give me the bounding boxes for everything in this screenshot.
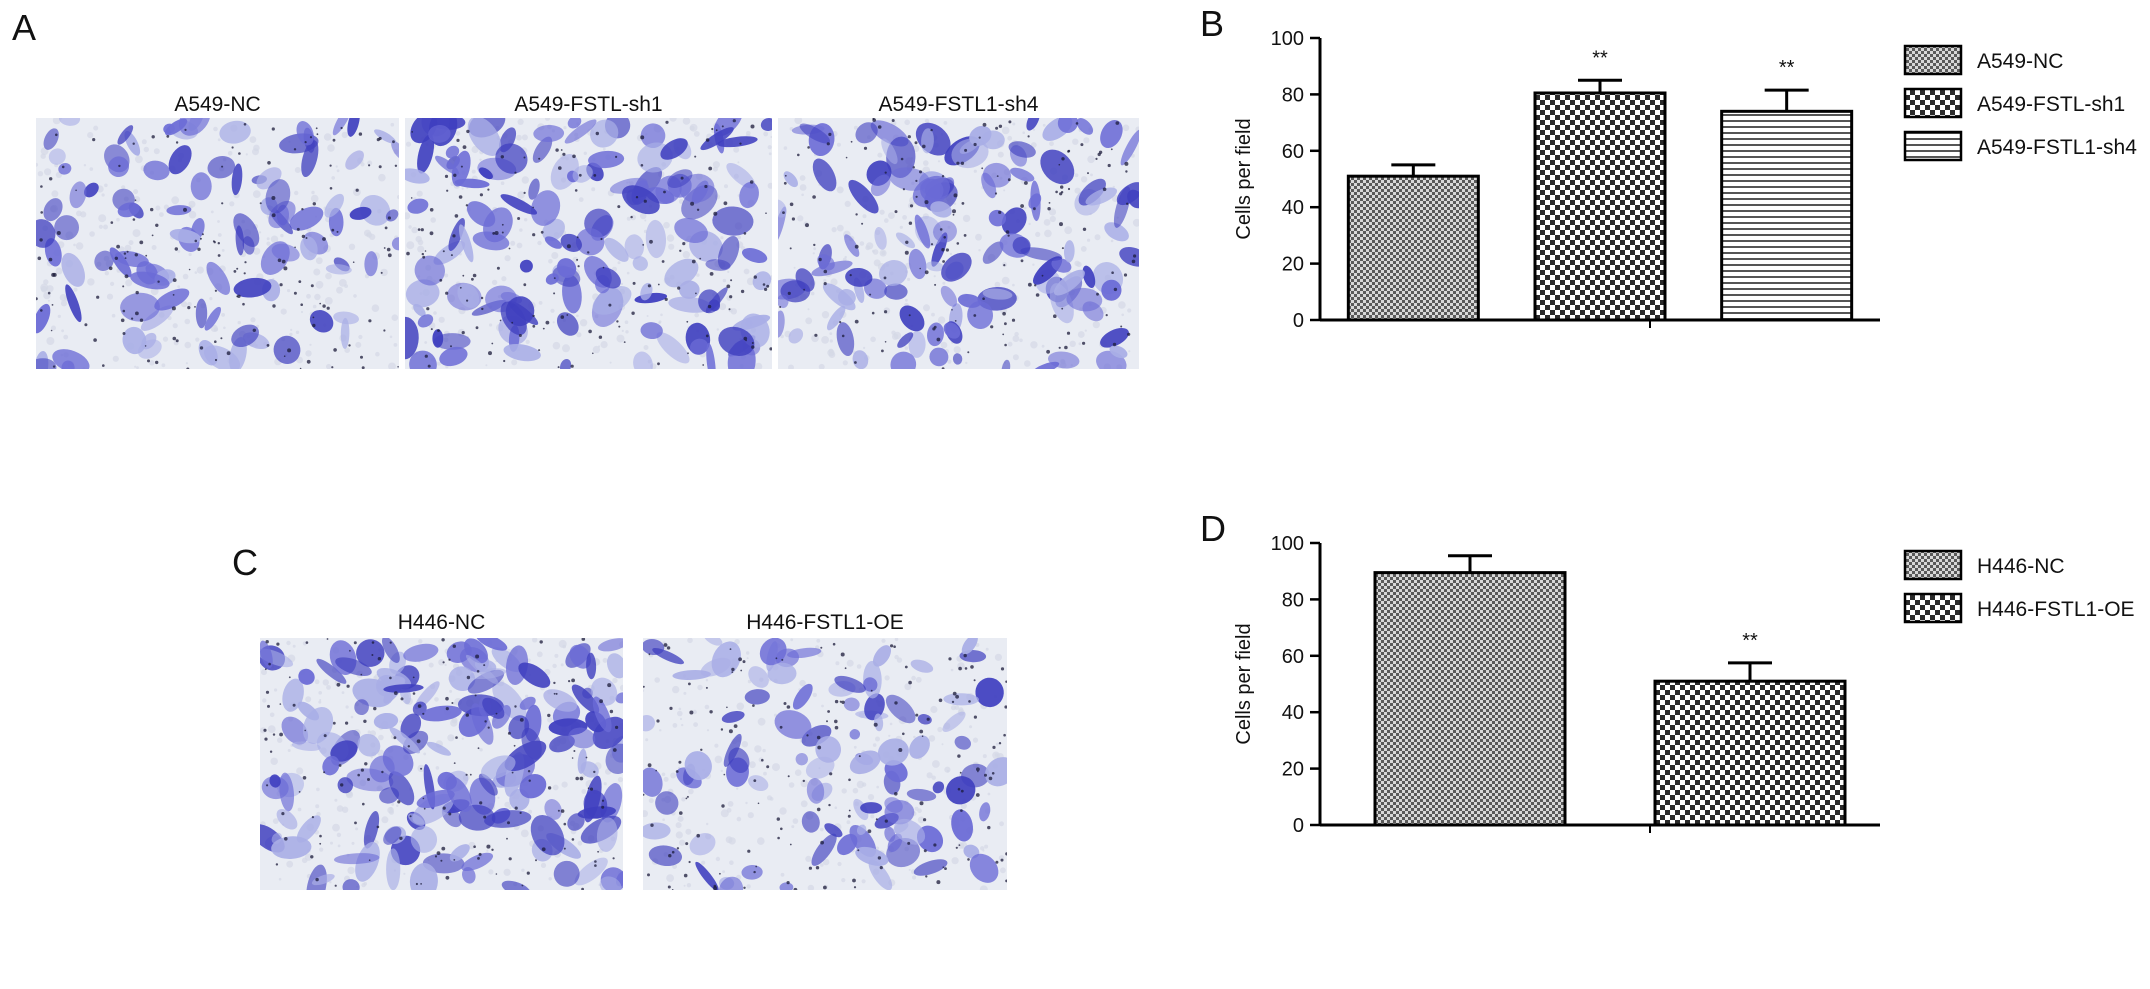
y-tick-label: 20 — [1282, 759, 1304, 781]
bar-a549-fstl-sh1 — [1533, 91, 1667, 322]
y-tick-label: 60 — [1282, 646, 1304, 668]
y-tick-label: 0 — [1293, 310, 1304, 332]
panel-label-d: D — [1200, 508, 1226, 549]
bar-a549-fstl1-sh4 — [1720, 109, 1854, 322]
y-tick-label: 100 — [1271, 533, 1304, 555]
y-axis-label: Cells per field — [1233, 623, 1255, 744]
legend-label: H446-NC — [1977, 555, 2065, 578]
micrograph-caption-a549-fstl-sh1: A549-FSTL-sh1 — [514, 93, 663, 116]
y-tick-label: 80 — [1282, 84, 1304, 106]
significance-label: ** — [1742, 630, 1758, 652]
micrograph-caption-a549-nc: A549-NC — [174, 93, 261, 116]
micrograph-a549-nc — [36, 118, 399, 369]
bar-h446-fstl1-oe — [1653, 679, 1847, 827]
legend-label: A549-FSTL1-sh4 — [1977, 136, 2137, 159]
y-tick-label: 100 — [1271, 28, 1304, 50]
micrograph-h446-fstl1-oe — [643, 638, 1007, 890]
bar-chart-b: B 0 20 40 60 80 100 Cells per field ** ** A549-NC A… — [1200, 3, 2137, 332]
y-axis-label: Cells per field — [1233, 118, 1255, 239]
significance-label: ** — [1779, 57, 1795, 79]
micrograph-caption-h446-nc: H446-NC — [397, 611, 486, 634]
legend-swatch — [1903, 130, 1963, 162]
panel-label-b: B — [1200, 3, 1224, 44]
legend-label: H446-FSTL1-OE — [1977, 598, 2135, 621]
bar-a549-nc — [1346, 174, 1480, 322]
legend-swatch — [1903, 549, 1963, 581]
bar-h446-nc — [1373, 571, 1567, 827]
significance-label: ** — [1592, 47, 1608, 69]
legend-label: A549-NC — [1977, 50, 2063, 73]
y-tick-label: 40 — [1282, 702, 1304, 724]
bar-chart-d: D 0 20 40 60 80 100 Cells per field ** H446-NC H44… — [1200, 508, 2135, 837]
legend-swatch — [1903, 592, 1963, 624]
panel-label-a: A — [12, 7, 37, 48]
y-tick-label: 60 — [1282, 141, 1304, 163]
micrograph-caption-a549-fstl1-sh4: A549-FSTL1-sh4 — [878, 93, 1039, 116]
panel-label-c: C — [232, 542, 258, 583]
y-tick-label: 20 — [1282, 254, 1304, 276]
micrograph-caption-h446-fstl1-oe: H446-FSTL1-OE — [746, 611, 904, 634]
legend-swatch — [1903, 44, 1963, 76]
legend-swatch — [1903, 87, 1963, 119]
y-tick-label: 40 — [1282, 197, 1304, 219]
micrograph-a549-fstl-sh1 — [405, 118, 772, 369]
y-tick-label: 0 — [1293, 815, 1304, 837]
micrograph-a549-fstl1-sh4 — [778, 118, 1139, 369]
legend-label: A549-FSTL-sh1 — [1977, 93, 2125, 116]
micrograph-h446-nc — [260, 638, 623, 890]
y-tick-label: 80 — [1282, 589, 1304, 611]
